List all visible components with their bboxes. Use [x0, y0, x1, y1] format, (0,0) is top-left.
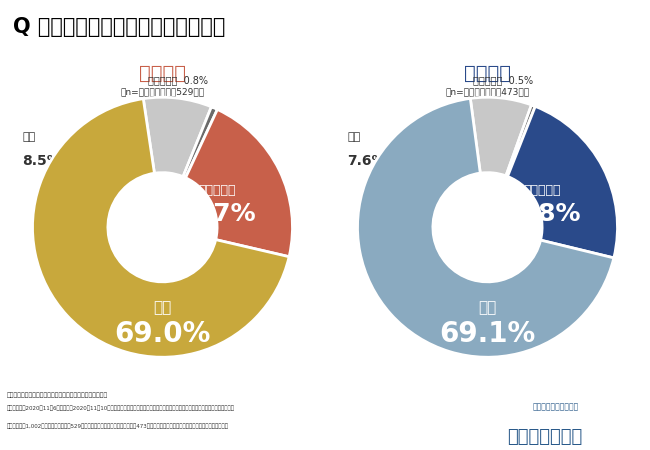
Text: ・調査人数：1,002人（規格住宅購入者529人／規格住宅購入者と注文住宅購入者473人）　　・調査対象：規格住宅購入者と注文住宅購入者: ・調査人数：1,002人（規格住宅購入者529人／規格住宅購入者と注文住宅購入者…: [6, 423, 229, 429]
Text: 69.0%: 69.0%: [114, 320, 211, 348]
Text: ホクシンハウス: ホクシンハウス: [507, 428, 582, 446]
Wedge shape: [32, 99, 289, 357]
Text: （n=規格住宅購入者529人）: （n=規格住宅購入者529人）: [120, 87, 205, 96]
Wedge shape: [358, 99, 614, 357]
Text: 22.8%: 22.8%: [493, 202, 580, 226]
Wedge shape: [508, 106, 618, 258]
Circle shape: [433, 173, 542, 282]
Text: 7.6%: 7.6%: [347, 153, 385, 167]
Text: 規格住宅: 規格住宅: [139, 64, 186, 83]
Text: 満足: 満足: [478, 300, 497, 315]
Wedge shape: [185, 109, 292, 256]
Text: 8.5%: 8.5%: [22, 153, 61, 167]
Wedge shape: [471, 97, 532, 176]
Text: 不満: 不満: [347, 132, 360, 142]
Text: 満足: 満足: [153, 300, 172, 315]
Text: とても不満  0.5%: とても不満 0.5%: [473, 76, 533, 86]
Text: 21.7%: 21.7%: [168, 202, 255, 226]
Text: 快適と健康を科学する: 快適と健康を科学する: [533, 403, 579, 412]
Circle shape: [108, 173, 217, 282]
Wedge shape: [183, 107, 217, 178]
Text: 注文住宅: 注文住宅: [464, 64, 511, 83]
Wedge shape: [143, 97, 211, 177]
Text: とても満足: とても満足: [523, 184, 561, 198]
Text: （n=注文住宅購入者473人）: （n=注文住宅購入者473人）: [445, 87, 530, 96]
Text: ・調査期間：2020年11月6日（金）～2020年11月10日（火）　・調査方法：インターネット調査　　・モニター提供元：ゼネラルリサーチ: ・調査期間：2020年11月6日（金）～2020年11月10日（火） ・調査方法…: [6, 406, 235, 411]
Text: Q 実際に入居してからの満足度は？: Q 実際に入居してからの満足度は？: [13, 17, 226, 37]
Text: （調査概要：規格住宅と注文住宅のポイントに関する調査）: （調査概要：規格住宅と注文住宅のポイントに関する調査）: [6, 392, 108, 398]
Text: 不満: 不満: [22, 132, 35, 142]
Wedge shape: [506, 105, 535, 176]
Text: とても不満  0.8%: とても不満 0.8%: [148, 76, 208, 86]
Text: とても満足: とても満足: [198, 184, 236, 198]
Text: 69.1%: 69.1%: [439, 320, 536, 348]
